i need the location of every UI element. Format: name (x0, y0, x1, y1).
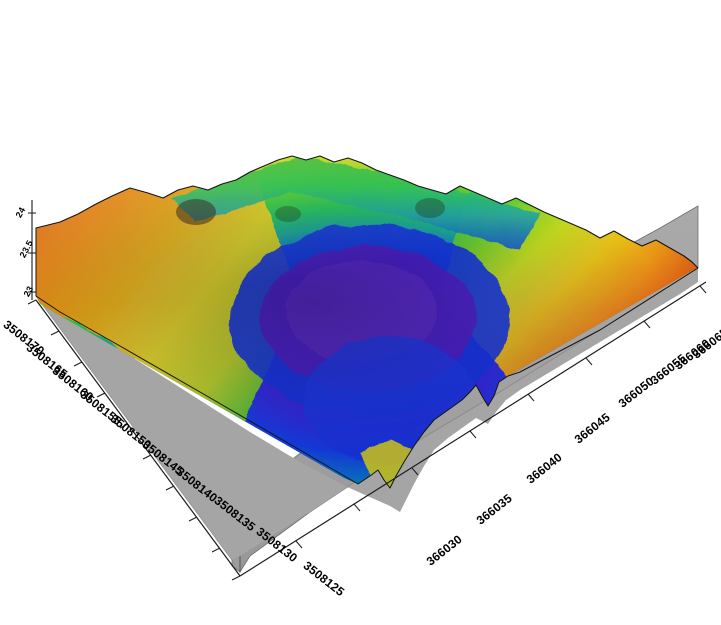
y-axis-ticks (27, 299, 241, 581)
y-axis-line (35, 299, 241, 577)
pedestal-skirt (36, 268, 698, 560)
x-axis-ticks (295, 285, 707, 549)
terrain-back-silhouette (35, 155, 699, 269)
pedestal-skirt-face (36, 268, 698, 560)
x-axis-line (239, 281, 707, 577)
terrain-front-silhouette (35, 228, 699, 489)
axis-lines (27, 200, 707, 581)
